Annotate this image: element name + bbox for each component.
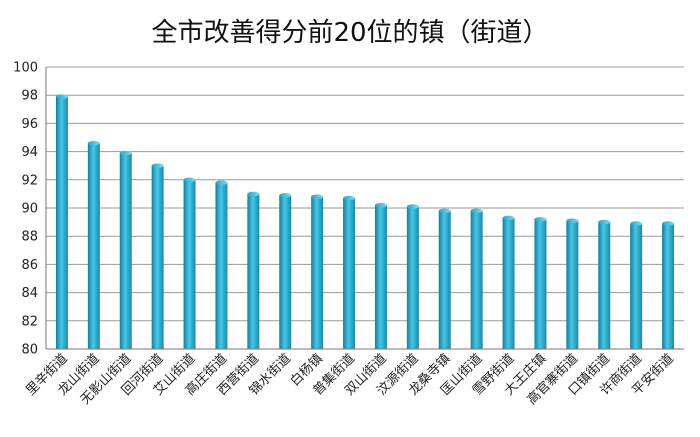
bar-cap bbox=[183, 177, 196, 182]
bar bbox=[343, 195, 356, 349]
bar-body bbox=[438, 210, 451, 349]
y-tick-label: 88 bbox=[21, 230, 38, 245]
y-tick-label: 100 bbox=[13, 61, 38, 76]
bar-cap bbox=[343, 195, 356, 201]
bar bbox=[87, 140, 100, 349]
bar-cap bbox=[598, 219, 611, 225]
bar bbox=[151, 163, 164, 349]
bar-cap bbox=[470, 208, 483, 214]
bar-body bbox=[566, 220, 579, 349]
y-tick-label: 86 bbox=[21, 258, 38, 273]
bar-cap bbox=[374, 202, 387, 208]
bar-body bbox=[598, 222, 611, 349]
bar-cap bbox=[87, 140, 100, 146]
bar-cap bbox=[566, 218, 579, 223]
bar bbox=[534, 217, 547, 349]
bar bbox=[566, 218, 579, 349]
bar bbox=[374, 202, 387, 349]
bar bbox=[215, 180, 228, 349]
bar-body bbox=[87, 143, 100, 349]
bar-body bbox=[151, 165, 164, 349]
bar-body bbox=[215, 182, 228, 349]
bar-cap bbox=[151, 163, 164, 168]
y-tick-label: 90 bbox=[21, 202, 38, 217]
bar-body bbox=[502, 217, 515, 349]
bar-body bbox=[470, 210, 483, 349]
chart-title: 全市改善得分前20位的镇（街道） bbox=[151, 18, 549, 48]
bar-body bbox=[630, 223, 643, 349]
bar-body bbox=[343, 198, 356, 349]
bar bbox=[662, 221, 675, 349]
bar-body bbox=[374, 205, 387, 349]
y-tick-label: 82 bbox=[21, 314, 38, 329]
bar-body bbox=[534, 219, 547, 349]
bar-cap bbox=[534, 217, 547, 222]
bar-cap bbox=[438, 208, 451, 214]
y-tick-label: 94 bbox=[21, 145, 38, 160]
bar bbox=[438, 208, 451, 349]
bar bbox=[247, 191, 260, 349]
bar bbox=[55, 94, 68, 349]
bar-body bbox=[55, 96, 68, 349]
bar-body bbox=[311, 196, 324, 349]
bar-body bbox=[247, 193, 260, 349]
bar bbox=[119, 150, 132, 349]
bar-cap bbox=[502, 215, 515, 221]
bar-cap bbox=[119, 150, 132, 156]
bar-cap bbox=[279, 193, 292, 198]
bar-body bbox=[279, 195, 292, 349]
bar-cap bbox=[55, 94, 68, 99]
bar bbox=[406, 204, 419, 349]
bar-cap bbox=[406, 204, 419, 209]
bar-cap bbox=[311, 194, 324, 199]
bar-cap bbox=[247, 191, 260, 197]
bar-cap bbox=[630, 221, 643, 226]
bar bbox=[598, 219, 611, 349]
bar bbox=[183, 177, 196, 349]
bar-cap bbox=[662, 221, 675, 226]
x-tick-labels: 里辛街道龙山街道无影山街道回河街道艾山街道高庄街道西营街道锦水街道白杨镇普集街道… bbox=[23, 351, 676, 408]
y-tick-label: 98 bbox=[21, 89, 38, 104]
grid-layer bbox=[46, 66, 684, 350]
bar bbox=[279, 193, 292, 349]
y-tick-label: 92 bbox=[21, 173, 38, 188]
bar bbox=[502, 215, 515, 349]
bar bbox=[311, 194, 324, 349]
bar bbox=[630, 221, 643, 349]
bar-cap bbox=[215, 180, 228, 185]
y-tick-label: 96 bbox=[21, 117, 38, 132]
y-tick-label: 84 bbox=[21, 286, 38, 301]
bar-body bbox=[662, 223, 675, 349]
bar-body bbox=[406, 206, 419, 349]
bar bbox=[470, 208, 483, 349]
y-tick-labels: 80 82 84 86 88 90 92 94 96 98 100 bbox=[13, 61, 38, 358]
axis-layer bbox=[45, 67, 684, 350]
bar-body bbox=[183, 179, 196, 349]
y-tick-label: 80 bbox=[21, 343, 38, 358]
bars-layer bbox=[55, 94, 675, 349]
bar-body bbox=[119, 153, 132, 349]
